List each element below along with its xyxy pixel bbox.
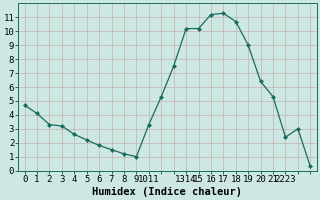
X-axis label: Humidex (Indice chaleur): Humidex (Indice chaleur) [92, 186, 243, 197]
